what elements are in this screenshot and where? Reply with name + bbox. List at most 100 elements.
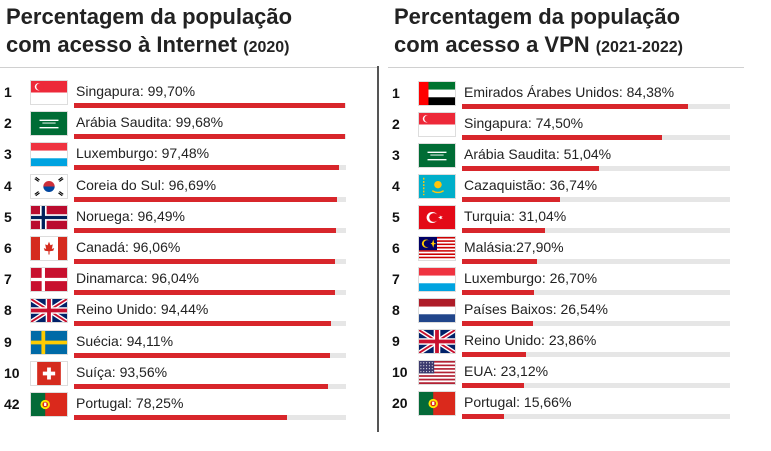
country-label: Emirados Árabes Unidos: 84,38% — [464, 84, 675, 100]
portugal-flag — [30, 392, 68, 417]
rank-number: 6 — [4, 240, 12, 256]
internet-title-line-1: Percentagem da população — [6, 4, 293, 29]
country-label: Arábia Saudita: 51,04% — [464, 146, 612, 162]
uk-flag — [418, 329, 456, 354]
bar — [462, 352, 526, 357]
rank-number: 2 — [392, 116, 400, 132]
bar — [462, 135, 662, 140]
internet-title-line-2: com acesso à Internet — [6, 32, 238, 57]
bar-track — [462, 414, 730, 419]
country-label: EUA: 23,12% — [464, 363, 549, 379]
usa-flag — [418, 360, 456, 385]
kazakhstan-flag — [418, 174, 456, 199]
internet-title-line-2-wrap: com acesso à Internet (2020) — [6, 31, 292, 62]
netherlands-flag — [418, 298, 456, 323]
bar — [462, 290, 534, 295]
country-label: Arábia Saudita: 99,68% — [76, 114, 224, 131]
denmark-flag — [30, 267, 68, 293]
bar-track — [462, 290, 730, 295]
table-row: 20 Portugal: 15,66% — [388, 391, 768, 422]
table-row: 1 Singapura: 99,70% — [0, 80, 376, 111]
bar — [74, 103, 346, 108]
vpn-title-line-2: com acesso a VPN — [394, 32, 590, 57]
country-label: Singapura: 74,50% — [464, 115, 584, 131]
rank-number: 5 — [392, 209, 400, 225]
rank-number: 2 — [4, 115, 12, 132]
turkey-flag — [418, 205, 456, 230]
country-label: Luxemburgo: 26,70% — [464, 270, 598, 286]
bar — [74, 415, 287, 420]
bar-track — [462, 197, 730, 202]
country-label: Suécia: 94,11% — [76, 332, 174, 349]
bar — [74, 321, 331, 327]
rank-number: 6 — [392, 240, 400, 256]
rank-number: 4 — [4, 177, 12, 194]
canada-flag — [30, 236, 68, 261]
bar-track — [74, 227, 346, 233]
rank-number: 8 — [4, 302, 12, 319]
bar-track — [74, 134, 346, 140]
bar-track — [462, 321, 730, 326]
portugal-flag — [418, 391, 456, 416]
table-row: 4 Coreia do Sul: 96,69% — [0, 173, 376, 205]
bar-track — [74, 321, 346, 327]
bar-track — [74, 352, 346, 358]
internet-title-year: (2020) — [243, 39, 290, 56]
rank-number: 10 — [392, 364, 408, 380]
table-row: 1 Emirados Árabes Unidos: 84,38% — [388, 81, 768, 112]
rank-number: 7 — [392, 271, 400, 287]
table-row: 7 Luxemburgo: 26,70% — [388, 267, 768, 298]
south-korea-flag — [30, 173, 68, 199]
singapore-flag — [30, 80, 68, 105]
table-row: 3 Arábia Saudita: 51,04% — [388, 143, 768, 174]
country-label: Cazaquistão: 36,74% — [464, 177, 598, 193]
luxembourg-flag — [418, 267, 456, 292]
country-label: Singapura: 99,70% — [76, 83, 196, 99]
country-label: Coreia do Sul: 96,69% — [76, 176, 217, 193]
rank-number: 42 — [4, 396, 20, 412]
country-label: Turquia: 31,04% — [464, 208, 567, 224]
country-label: Dinamarca: 96,04% — [76, 270, 199, 287]
rank-number: 8 — [392, 302, 400, 318]
country-label: Malásia:27,90% — [464, 239, 564, 255]
bar-track — [462, 259, 730, 264]
singapore-flag — [418, 112, 456, 137]
bar-track — [74, 415, 346, 420]
bar — [74, 134, 346, 140]
panel-divider — [377, 66, 379, 432]
malaysia-flag — [418, 236, 456, 261]
bar-track — [74, 259, 346, 264]
bar-track — [462, 104, 730, 109]
bar — [462, 321, 534, 326]
rank-number: 10 — [4, 364, 20, 381]
norway-flag — [30, 204, 68, 230]
vpn-title-line-1: Percentagem da população — [394, 4, 681, 29]
bar — [462, 166, 599, 171]
table-row: 10 EUA: 23,12% — [388, 360, 768, 391]
table-row: 9 Suécia: 94,11% — [0, 329, 376, 361]
vpn-title-year: (2021-2022) — [595, 39, 683, 56]
country-label: Canadá: 96,06% — [76, 239, 181, 255]
table-row: 9 Reino Unido: 23,86% — [388, 329, 768, 360]
rank-number: 9 — [392, 333, 400, 349]
bar — [462, 259, 537, 264]
country-label: Portugal: 78,25% — [76, 395, 184, 411]
bar — [462, 197, 561, 202]
bar-track — [74, 383, 346, 389]
bar-track — [462, 228, 730, 233]
rank-number: 1 — [4, 84, 12, 100]
rank-number: 3 — [4, 146, 12, 163]
country-label: Reino Unido: 23,86% — [464, 332, 597, 348]
table-row: 2 Arábia Saudita: 99,68% — [0, 111, 376, 142]
internet-title: Percentagem da população com acesso à In… — [6, 3, 292, 62]
bar-track — [462, 383, 730, 388]
rank-number: 3 — [392, 147, 400, 163]
bar-track — [462, 135, 730, 140]
rank-number: 4 — [392, 178, 400, 194]
bar-track — [74, 196, 346, 202]
bar — [74, 290, 336, 296]
saudi-arabia-flag — [30, 111, 68, 137]
uae-flag — [418, 81, 456, 106]
bar — [74, 227, 337, 233]
bar — [74, 352, 330, 358]
